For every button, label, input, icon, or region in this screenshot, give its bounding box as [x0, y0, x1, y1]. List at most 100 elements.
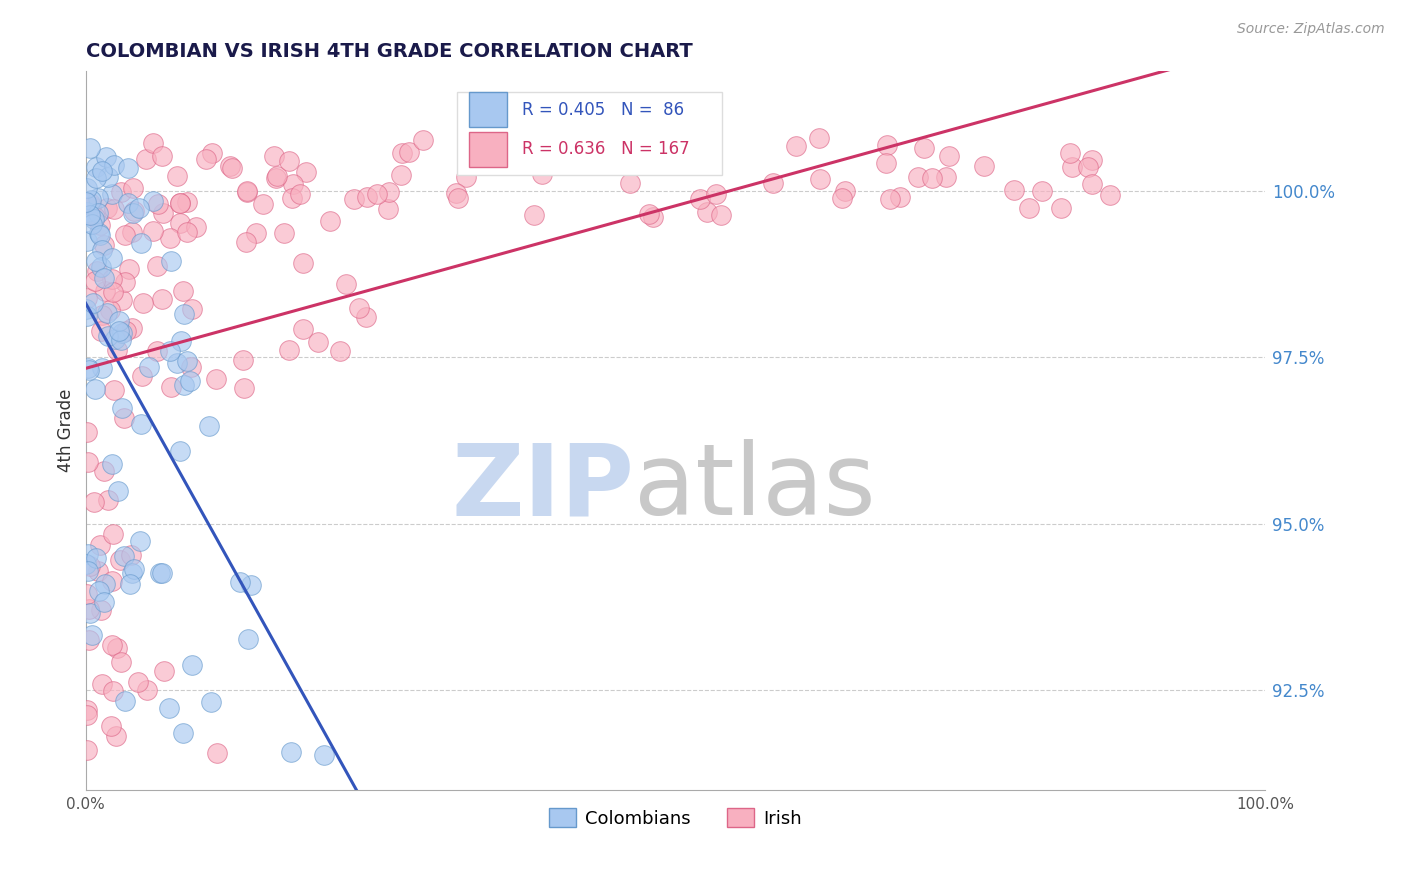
Point [347, 301, 370, 315]
Point [103, 202, 125, 216]
Point [114, 227, 136, 242]
Point [152, 664, 174, 678]
Point [122, 205, 145, 219]
Point [76, 743, 98, 757]
Point [132, 296, 155, 310]
Point [93, 237, 115, 252]
Point [169, 196, 191, 211]
Point [121, 181, 143, 195]
Point [135, 682, 157, 697]
Point [98, 302, 121, 317]
Point [131, 369, 153, 384]
Point [152, 149, 174, 163]
Point [103, 158, 125, 172]
Point [938, 149, 960, 163]
Point [77, 360, 100, 375]
Point [110, 334, 132, 348]
Point [107, 484, 129, 499]
Point [83, 212, 105, 227]
Point [138, 359, 160, 374]
Point [292, 256, 315, 270]
Point [280, 745, 302, 759]
Point [84, 551, 107, 566]
Point [76, 234, 98, 248]
Point [709, 208, 731, 222]
Point [90, 308, 112, 322]
Point [1059, 145, 1081, 160]
Point [308, 335, 330, 350]
Point [135, 152, 157, 166]
Point [463, 141, 485, 155]
Point [87, 583, 110, 598]
Point [79, 208, 101, 222]
Point [637, 207, 659, 221]
Point [221, 161, 243, 176]
Point [377, 202, 399, 216]
Point [83, 495, 105, 509]
Point [93, 464, 115, 478]
Point [101, 187, 124, 202]
Point [75, 302, 97, 317]
Legend: Colombians, Irish: Colombians, Irish [541, 801, 808, 835]
Point [169, 444, 191, 458]
Point [82, 628, 104, 642]
Text: ZIP: ZIP [451, 440, 634, 536]
Point [101, 683, 124, 698]
Point [112, 411, 135, 425]
Point [80, 217, 103, 231]
Point [90, 603, 112, 617]
Point [173, 377, 195, 392]
Point [446, 191, 468, 205]
Point [281, 191, 304, 205]
Point [82, 296, 104, 310]
Point [142, 224, 165, 238]
Point [89, 228, 111, 243]
Point [159, 343, 181, 358]
Point [329, 343, 352, 358]
Point [150, 292, 173, 306]
Point [77, 565, 100, 579]
Point [90, 244, 112, 258]
Point [96, 306, 118, 320]
Point [112, 549, 135, 564]
Point [366, 187, 388, 202]
Point [76, 455, 98, 469]
Point [454, 169, 477, 184]
Point [87, 191, 110, 205]
Point [86, 254, 108, 268]
Point [96, 329, 118, 343]
Point [166, 169, 188, 183]
Point [699, 139, 721, 153]
Point [263, 148, 285, 162]
Point [619, 176, 641, 190]
Point [169, 334, 191, 348]
Point [145, 260, 167, 274]
Point [377, 185, 399, 199]
Point [118, 261, 141, 276]
Point [77, 632, 100, 647]
Point [808, 131, 831, 145]
Point [121, 321, 143, 335]
Point [129, 235, 152, 250]
Point [114, 275, 136, 289]
Point [103, 527, 125, 541]
Point [278, 343, 301, 357]
Point [84, 171, 107, 186]
Point [176, 225, 198, 239]
Point [689, 192, 711, 206]
Point [127, 675, 149, 690]
Point [1062, 161, 1084, 175]
Point [266, 169, 288, 184]
Point [105, 640, 128, 655]
Point [935, 170, 957, 185]
Point [808, 172, 831, 186]
Text: R = 0.636   N = 167: R = 0.636 N = 167 [522, 140, 689, 159]
Point [186, 220, 208, 235]
Point [176, 195, 198, 210]
Point [219, 159, 242, 173]
Point [75, 195, 97, 210]
Point [93, 576, 115, 591]
Point [201, 145, 224, 160]
Point [79, 141, 101, 155]
Point [389, 169, 412, 183]
